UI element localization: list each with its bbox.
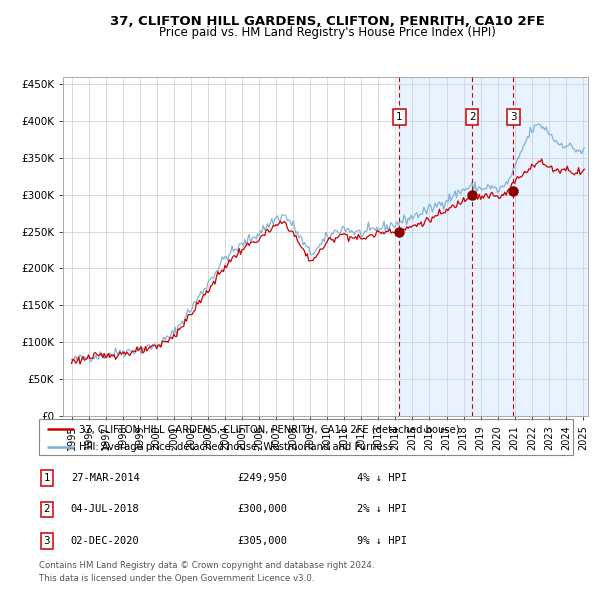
Text: 1: 1 [396,112,403,122]
Text: 2% ↓ HPI: 2% ↓ HPI [357,504,407,514]
Text: 2: 2 [469,112,475,122]
Text: HPI: Average price, detached house, Westmorland and Furness: HPI: Average price, detached house, West… [79,442,393,453]
Text: 3: 3 [43,536,50,546]
Text: £305,000: £305,000 [237,536,287,546]
Text: 02-DEC-2020: 02-DEC-2020 [71,536,140,546]
Text: 3: 3 [510,112,517,122]
Text: £300,000: £300,000 [237,504,287,514]
Text: Contains HM Land Registry data © Crown copyright and database right 2024.: Contains HM Land Registry data © Crown c… [39,561,374,570]
Text: 37, CLIFTON HILL GARDENS, CLIFTON, PENRITH, CA10 2FE (detached house): 37, CLIFTON HILL GARDENS, CLIFTON, PENRI… [79,424,460,434]
Text: Price paid vs. HM Land Registry's House Price Index (HPI): Price paid vs. HM Land Registry's House … [158,26,496,39]
Bar [400,77,600,416]
Text: 27-MAR-2014: 27-MAR-2014 [71,473,140,483]
Text: 04-JUL-2018: 04-JUL-2018 [71,504,140,514]
Text: 37, CLIFTON HILL GARDENS, CLIFTON, PENRITH, CA10 2FE: 37, CLIFTON HILL GARDENS, CLIFTON, PENRI… [110,15,544,28]
Text: 9% ↓ HPI: 9% ↓ HPI [357,536,407,546]
Text: £249,950: £249,950 [237,473,287,483]
Text: 2: 2 [43,504,50,514]
Text: This data is licensed under the Open Government Licence v3.0.: This data is licensed under the Open Gov… [39,574,314,583]
Text: 4% ↓ HPI: 4% ↓ HPI [357,473,407,483]
Text: 1: 1 [43,473,50,483]
